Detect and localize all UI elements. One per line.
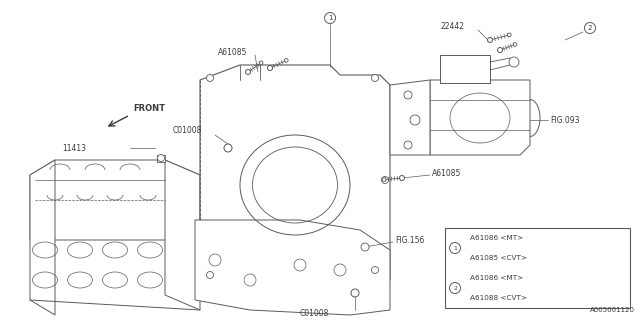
Text: A61085: A61085 <box>432 169 461 178</box>
Text: FIG.156: FIG.156 <box>395 236 424 244</box>
Circle shape <box>488 37 493 43</box>
Circle shape <box>209 254 221 266</box>
Text: 1: 1 <box>453 245 457 251</box>
Text: A61086 <MT>: A61086 <MT> <box>470 275 524 281</box>
Polygon shape <box>390 80 430 155</box>
Text: A61085 <CVT>: A61085 <CVT> <box>470 255 527 261</box>
Circle shape <box>508 33 511 36</box>
Text: FRONT: FRONT <box>133 104 165 113</box>
Text: A005001120: A005001120 <box>590 307 635 313</box>
Bar <box>445 228 630 308</box>
Text: C01008: C01008 <box>300 308 330 317</box>
Polygon shape <box>195 220 390 315</box>
Circle shape <box>509 57 519 67</box>
Polygon shape <box>430 80 530 155</box>
Polygon shape <box>30 160 55 315</box>
Circle shape <box>371 267 378 274</box>
Circle shape <box>246 69 250 75</box>
Text: 2: 2 <box>588 25 592 31</box>
Text: A61086 <MT>: A61086 <MT> <box>470 235 524 241</box>
Circle shape <box>371 75 378 82</box>
Circle shape <box>351 289 359 297</box>
Polygon shape <box>30 160 200 240</box>
Text: 22442: 22442 <box>440 21 464 30</box>
Circle shape <box>259 61 263 65</box>
Circle shape <box>268 66 273 70</box>
Circle shape <box>324 12 335 23</box>
Circle shape <box>513 43 517 46</box>
Circle shape <box>244 274 256 286</box>
Text: FIG.093: FIG.093 <box>550 116 579 124</box>
Polygon shape <box>200 65 390 290</box>
Text: 2: 2 <box>453 285 457 291</box>
Polygon shape <box>157 155 165 162</box>
Circle shape <box>449 283 461 293</box>
Circle shape <box>584 22 595 34</box>
Circle shape <box>399 175 404 180</box>
Circle shape <box>207 271 214 278</box>
Circle shape <box>382 178 386 181</box>
Circle shape <box>449 243 461 253</box>
Circle shape <box>361 243 369 251</box>
Text: 1: 1 <box>328 15 332 21</box>
Circle shape <box>381 177 388 183</box>
Circle shape <box>410 115 420 125</box>
Circle shape <box>497 47 502 52</box>
Text: A61085: A61085 <box>218 47 248 57</box>
Polygon shape <box>165 160 200 310</box>
Text: 11413: 11413 <box>62 143 86 153</box>
Circle shape <box>207 75 214 82</box>
Circle shape <box>404 141 412 149</box>
Text: C01008: C01008 <box>173 125 202 134</box>
Circle shape <box>294 259 306 271</box>
Circle shape <box>157 155 164 162</box>
Polygon shape <box>440 55 490 83</box>
Circle shape <box>285 59 288 62</box>
Circle shape <box>334 264 346 276</box>
Text: A61088 <CVT>: A61088 <CVT> <box>470 295 527 301</box>
Circle shape <box>224 144 232 152</box>
Circle shape <box>404 91 412 99</box>
